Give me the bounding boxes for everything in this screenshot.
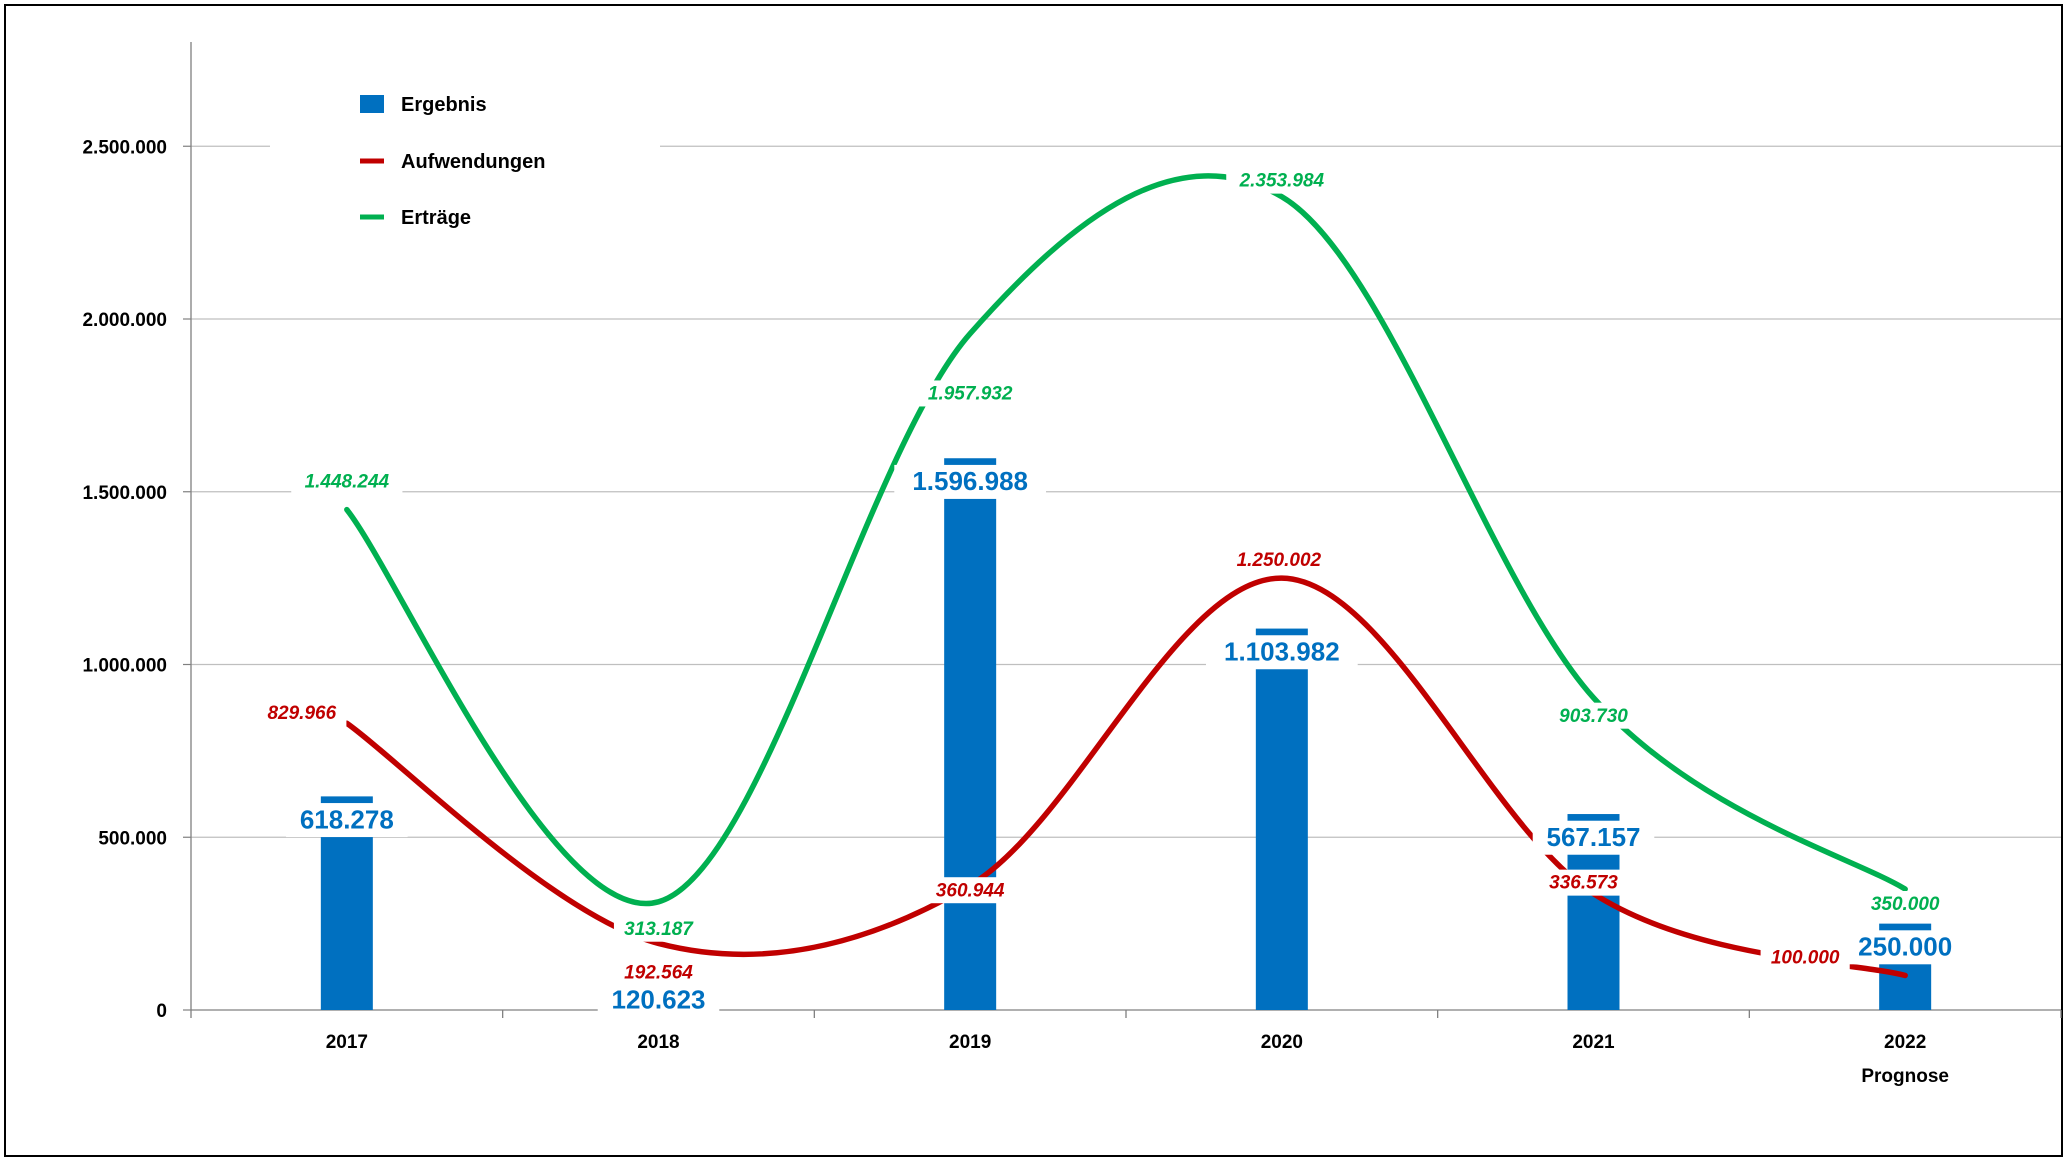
chart-frame: 0 500.000 1.000.000 1.500.000 2.000.000 2.500… (4, 4, 2063, 1157)
label-aufwendungen-2018: 192.564 (613, 959, 704, 986)
label-ertraege-2019: 1.957.932 (914, 380, 1026, 407)
label-ertraege-2018-text: 313.187 (624, 919, 694, 940)
bar-series (320, 458, 1932, 1011)
label-aufwendungen-2021: 336.573 (1538, 869, 1629, 896)
bar-ergebnis-2020 (1255, 628, 1308, 1010)
label-aufwendungen-2017-text: 829.966 (267, 703, 336, 724)
chart: 0 500.000 1.000.000 1.500.000 2.000.000 2.500… (82, 42, 2062, 1087)
label-ergebnis-2017: 618.278 (286, 803, 408, 838)
label-ergebnis-2019: 1.596.988 (894, 464, 1047, 499)
label-ergebnis-2019-bg (894, 464, 1047, 499)
legend-background (270, 66, 660, 251)
label-aufwendungen-2019-text: 360.944 (936, 880, 1005, 901)
label-ergebnis-2017-bg (286, 803, 408, 838)
label-ertraege-2017-text: 1.448.244 (305, 472, 390, 493)
x-tick-label-2018: 2018 (637, 1032, 679, 1053)
label-ertraege-2022: 350.000 (1860, 890, 1950, 917)
label-ergebnis-2022-text: 250.000 (1858, 932, 1952, 962)
y-tick-label-3: 1.500.000 (82, 483, 167, 504)
label-aufwendungen-2022: 100.000 (1760, 944, 1850, 971)
x-tick-label-2017: 2017 (326, 1032, 368, 1053)
label-aufwendungen-2021-bg (1538, 869, 1629, 896)
label-aufwendungen-2020: 1.250.002 (1223, 547, 1335, 574)
legend-label-aufwendungen: Aufwendungen (401, 151, 545, 173)
label-ergebnis-2018: 120.623 (597, 983, 720, 1018)
label-ertraege-2020-text: 2.353.984 (1239, 171, 1325, 192)
x-axis-ticks: 2017 2018 2019 2020 2021 2022 Prognose (190, 1010, 2062, 1087)
label-aufwendungen-2020-text: 1.250.002 (1237, 550, 1322, 571)
label-ertraege-2018: 313.187 (613, 915, 704, 942)
label-aufwendungen-2022-text: 100.000 (1771, 947, 1840, 968)
line-aufwendungen (344, 575, 1908, 979)
label-ertraege-2022-bg (1860, 890, 1950, 917)
y-tick-label-4: 2.000.000 (82, 310, 167, 331)
legend-label-ertraege: Erträge (401, 207, 471, 229)
x-tick-label-2019: 2019 (949, 1032, 991, 1053)
y-tick-label-1: 500.000 (98, 828, 167, 849)
label-ertraege-2021: 903.730 (1548, 702, 1639, 729)
label-ergebnis-2020-text: 1.103.982 (1224, 637, 1340, 667)
label-aufwendungen-2019: 360.944 (925, 877, 1015, 904)
label-aufwendungen-2017-bg (257, 700, 347, 727)
label-ertraege-2017-bg (291, 468, 403, 495)
label-aufwendungen-2018-text: 192.564 (624, 962, 693, 983)
x-tick-note-2022: Prognose (1861, 1066, 1949, 1087)
label-ergebnis-2018-text: 120.623 (612, 984, 706, 1014)
label-ergebnis-2022: 250.000 (1844, 930, 1966, 965)
label-ertraege-2020-bg (1226, 167, 1338, 194)
label-ergebnis-2021-bg (1532, 820, 1655, 855)
label-ergebnis-2022-bg (1844, 930, 1966, 965)
label-aufwendungen-2017: 829.966 (257, 700, 347, 727)
label-ergebnis-2020-bg (1205, 635, 1358, 670)
x-tick-label-2021: 2021 (1572, 1032, 1615, 1053)
y-tick-label-2: 1.000.000 (82, 656, 167, 677)
label-ertraege-2020: 2.353.984 (1226, 167, 1338, 194)
label-ertraege-2019-bg (914, 380, 1026, 407)
label-aufwendungen-2020-bg (1223, 547, 1335, 574)
label-ertraege-2019-text: 1.957.932 (928, 384, 1013, 405)
label-ertraege-2018-bg (613, 915, 704, 942)
label-ergebnis-2021-text: 567.157 (1547, 822, 1641, 852)
line-series (344, 173, 1908, 979)
line-ertraege (344, 173, 1908, 907)
label-ertraege-2021-text: 903.730 (1559, 706, 1628, 727)
bar-ergebnis-2019 (944, 458, 997, 1011)
label-ergebnis-2017-text: 618.278 (300, 804, 394, 834)
label-aufwendungen-2021-text: 336.573 (1549, 873, 1618, 894)
label-ertraege-2021-bg (1548, 702, 1639, 729)
y-tick-label-0: 0 (156, 1001, 167, 1022)
y-axis-ticks: 0 500.000 1.000.000 1.500.000 2.000.000 2.500… (82, 137, 191, 1022)
label-ergebnis-2018-bg (597, 983, 720, 1018)
label-aufwendungen-2018-bg (613, 959, 704, 986)
label-ergebnis-2020: 1.103.982 (1205, 635, 1358, 670)
label-ertraege-2017: 1.448.244 (291, 468, 403, 495)
legend-label-ergebnis: Ergebnis (401, 94, 487, 116)
x-tick-label-2020: 2020 (1261, 1032, 1303, 1053)
label-ergebnis-2021: 567.157 (1532, 820, 1655, 855)
label-ergebnis-2019-text: 1.596.988 (912, 466, 1028, 496)
data-labels: 618.278 120.623 1.596.988 1.103.982 567.157 2… (257, 167, 1966, 1018)
label-aufwendungen-2022-bg (1760, 944, 1850, 971)
x-tick-label-2022: 2022 (1884, 1032, 1926, 1053)
legend: Ergebnis Aufwendungen Erträge (270, 66, 660, 251)
label-aufwendungen-2019-bg (925, 877, 1015, 904)
y-tick-label-5: 2.500.000 (82, 137, 167, 158)
legend-swatch-ergebnis (360, 95, 384, 113)
label-ertraege-2022-text: 350.000 (1871, 894, 1940, 915)
